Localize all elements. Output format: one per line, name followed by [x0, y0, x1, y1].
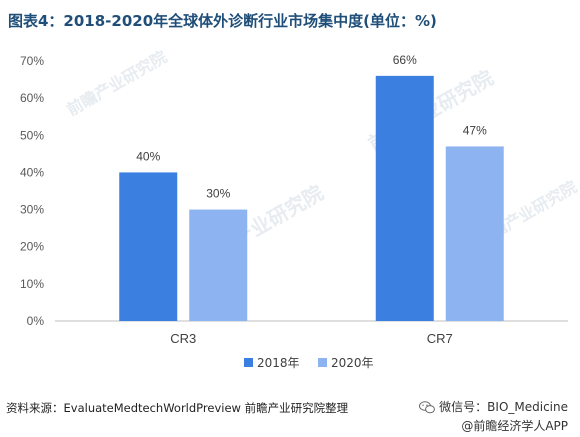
x-tick-label: CR3 [170, 331, 196, 346]
chart-title: 图表4：2018-2020年全球体外诊断行业市场集中度(单位：%) [8, 12, 437, 30]
y-tick-label: 50% [20, 128, 44, 142]
bar-chart: 0% 10% 20% 30% 40% 50% 60% 70% 40% 30% CR3 66% 47% CR… [20, 53, 568, 370]
y-tick-label: 20% [20, 240, 44, 254]
y-tick-label: 40% [20, 165, 44, 179]
legend-label: 2020年 [331, 356, 374, 370]
x-tick-label: CR7 [427, 331, 453, 346]
data-label: 40% [136, 149, 160, 163]
wechat-icon [419, 401, 436, 414]
source-note: 资料来源：EvaluateMedtechWorldPreview 前瞻产业研究院… [6, 401, 349, 415]
data-label: 47% [463, 123, 487, 137]
legend-swatch [318, 358, 327, 367]
wechat-credit: 微信号：BIO_Medicine @前瞻经济学人APP [419, 398, 568, 436]
data-label: 66% [393, 53, 417, 67]
bar [375, 75, 434, 321]
data-label: 30% [206, 187, 230, 201]
y-tick-label: 0% [27, 314, 45, 328]
bar [189, 209, 248, 321]
bar [445, 146, 504, 321]
y-tick-label: 70% [20, 54, 44, 68]
legend-swatch [244, 358, 253, 367]
app-credit: @前瞻经济学人APP [461, 419, 568, 433]
legend-label: 2018年 [257, 356, 300, 370]
wechat-id: 微信号：BIO_Medicine [439, 400, 568, 414]
y-tick-label: 10% [20, 277, 44, 291]
y-tick-label: 30% [20, 203, 44, 217]
bar [119, 172, 178, 321]
y-tick-label: 60% [20, 91, 44, 105]
